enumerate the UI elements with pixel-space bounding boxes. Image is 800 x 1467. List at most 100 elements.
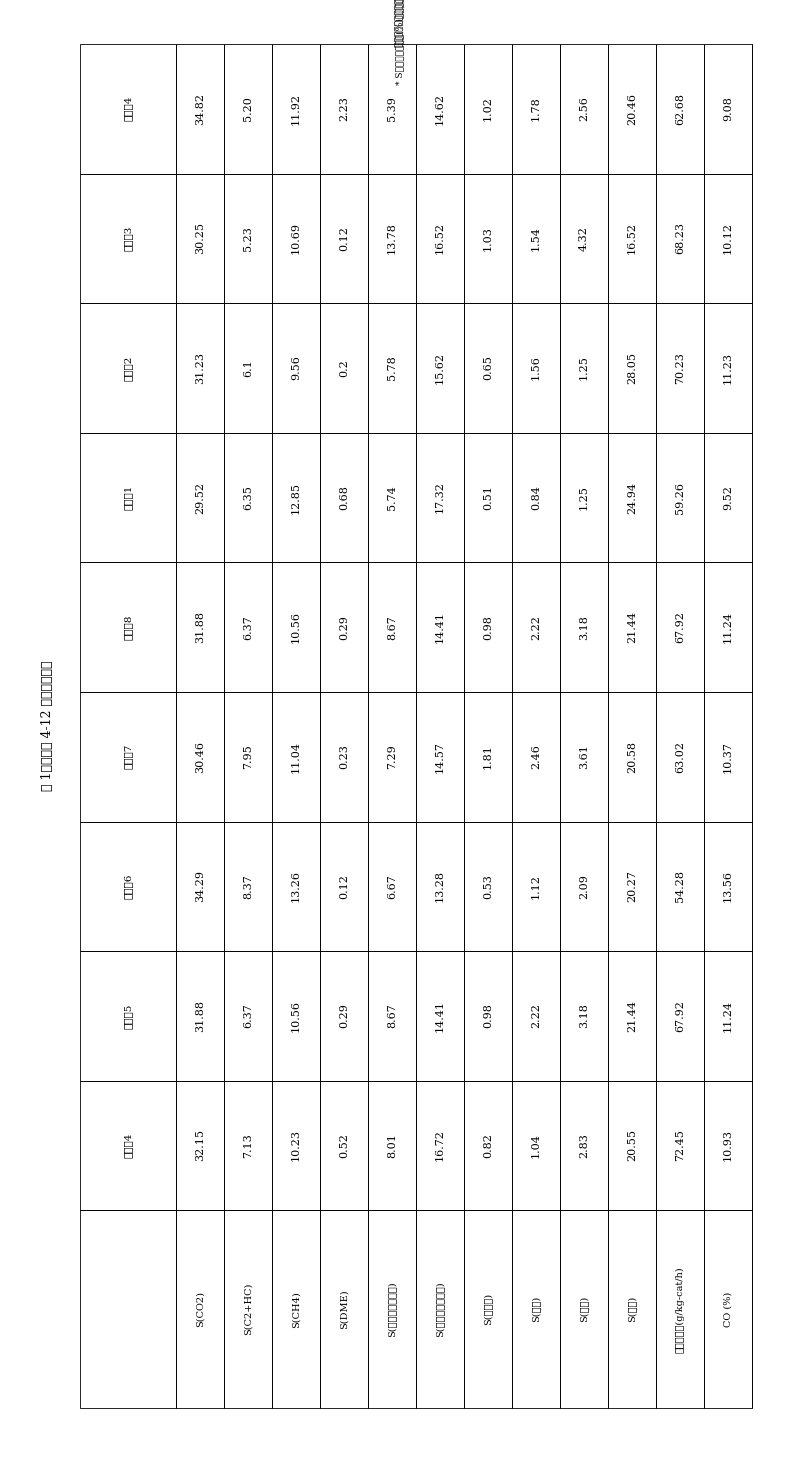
Bar xyxy=(176,304,224,433)
Text: 14.41: 14.41 xyxy=(435,1000,445,1031)
Text: 10.93: 10.93 xyxy=(723,1130,733,1162)
Bar xyxy=(80,173,176,304)
Text: 20.55: 20.55 xyxy=(627,1130,637,1162)
Bar xyxy=(560,1081,608,1210)
Text: S(C2+HC): S(C2+HC) xyxy=(243,1284,253,1335)
Text: 7.13: 7.13 xyxy=(243,1133,253,1157)
Bar xyxy=(704,1210,752,1408)
Text: 2.56: 2.56 xyxy=(579,97,589,122)
Text: 10.56: 10.56 xyxy=(291,612,301,643)
Bar xyxy=(656,1210,704,1408)
Text: 0.52: 0.52 xyxy=(339,1133,349,1157)
Text: 16.72: 16.72 xyxy=(435,1130,445,1162)
Text: 16.52: 16.52 xyxy=(627,223,637,254)
Text: 1.25: 1.25 xyxy=(579,355,589,380)
Bar xyxy=(656,822,704,951)
Text: 10.23: 10.23 xyxy=(291,1130,301,1162)
Text: 31.23: 31.23 xyxy=(195,352,205,384)
Bar xyxy=(80,692,176,822)
Text: 表 1：实施例 4-12 反应评价结果: 表 1：实施例 4-12 反应评价结果 xyxy=(42,662,54,791)
Bar xyxy=(320,433,368,562)
Text: 实施例6: 实施例6 xyxy=(123,874,133,899)
Text: 1.25: 1.25 xyxy=(579,486,589,511)
Text: 0.2: 0.2 xyxy=(339,359,349,377)
Text: 6.67: 6.67 xyxy=(387,874,397,899)
Text: 0.84: 0.84 xyxy=(531,486,541,511)
Bar xyxy=(560,173,608,304)
Bar xyxy=(560,433,608,562)
Bar xyxy=(464,951,512,1081)
Text: 0.82: 0.82 xyxy=(483,1133,493,1157)
Text: 5.78: 5.78 xyxy=(387,355,397,380)
Bar xyxy=(608,1081,656,1210)
Bar xyxy=(368,951,416,1081)
Text: 67.92: 67.92 xyxy=(675,612,685,643)
Bar xyxy=(512,1081,560,1210)
Text: S(DME): S(DME) xyxy=(339,1289,349,1329)
Bar xyxy=(560,951,608,1081)
Text: 72.45: 72.45 xyxy=(675,1130,685,1162)
Bar xyxy=(368,1210,416,1408)
Text: S(甲醇): S(甲醇) xyxy=(627,1297,637,1322)
Bar xyxy=(320,1210,368,1408)
Text: 21.44: 21.44 xyxy=(627,612,637,643)
Text: 1.12: 1.12 xyxy=(531,874,541,899)
Bar xyxy=(224,692,272,822)
Text: 2.22: 2.22 xyxy=(531,1003,541,1028)
Bar xyxy=(416,173,464,304)
Bar xyxy=(416,951,464,1081)
Text: 10.69: 10.69 xyxy=(291,223,301,254)
Bar xyxy=(224,173,272,304)
Text: 20.27: 20.27 xyxy=(627,870,637,902)
Bar xyxy=(272,44,320,173)
Text: S(CO2): S(CO2) xyxy=(195,1291,205,1328)
Text: 8.01: 8.01 xyxy=(387,1133,397,1157)
Bar xyxy=(656,304,704,433)
Text: 13.56: 13.56 xyxy=(723,870,733,902)
Bar xyxy=(512,173,560,304)
Bar xyxy=(320,173,368,304)
Text: 21.44: 21.44 xyxy=(627,1000,637,1031)
Text: 对比例2: 对比例2 xyxy=(123,355,133,380)
Text: 对比例1: 对比例1 xyxy=(123,486,133,511)
Bar xyxy=(608,44,656,173)
Text: 6.35: 6.35 xyxy=(243,486,253,511)
Bar xyxy=(512,44,560,173)
Text: 68.23: 68.23 xyxy=(675,223,685,254)
Bar xyxy=(80,304,176,433)
Text: 8.67: 8.67 xyxy=(387,1003,397,1028)
Text: 1.81: 1.81 xyxy=(483,744,493,769)
Text: 31.88: 31.88 xyxy=(195,1000,205,1031)
Bar xyxy=(224,1081,272,1210)
Text: 34.29: 34.29 xyxy=(195,870,205,902)
Bar xyxy=(464,173,512,304)
Bar xyxy=(464,44,512,173)
Text: 11.24: 11.24 xyxy=(723,1000,733,1031)
Text: 11.04: 11.04 xyxy=(291,741,301,773)
Text: 9.52: 9.52 xyxy=(723,486,733,511)
Text: 5.20: 5.20 xyxy=(243,97,253,122)
Bar xyxy=(320,692,368,822)
Bar xyxy=(656,173,704,304)
Bar xyxy=(464,1081,512,1210)
Bar xyxy=(656,951,704,1081)
Bar xyxy=(464,1210,512,1408)
Bar xyxy=(560,562,608,692)
Bar xyxy=(608,692,656,822)
Text: 30.25: 30.25 xyxy=(195,223,205,254)
Bar xyxy=(704,692,752,822)
Bar xyxy=(704,433,752,562)
Bar xyxy=(368,44,416,173)
Text: S(其他含氧化合物): S(其他含氧化合物) xyxy=(435,1282,445,1336)
Bar xyxy=(512,304,560,433)
Bar xyxy=(464,692,512,822)
Bar xyxy=(704,304,752,433)
Text: S(其他含氧化合物): S(其他含氧化合物) xyxy=(387,1282,397,1336)
Text: 实施例4: 实施例4 xyxy=(123,1133,133,1157)
Text: 9.56: 9.56 xyxy=(291,355,301,380)
Bar xyxy=(80,951,176,1081)
Bar xyxy=(704,1081,752,1210)
Text: 5.39: 5.39 xyxy=(387,97,397,122)
Bar xyxy=(608,822,656,951)
Bar xyxy=(704,822,752,951)
